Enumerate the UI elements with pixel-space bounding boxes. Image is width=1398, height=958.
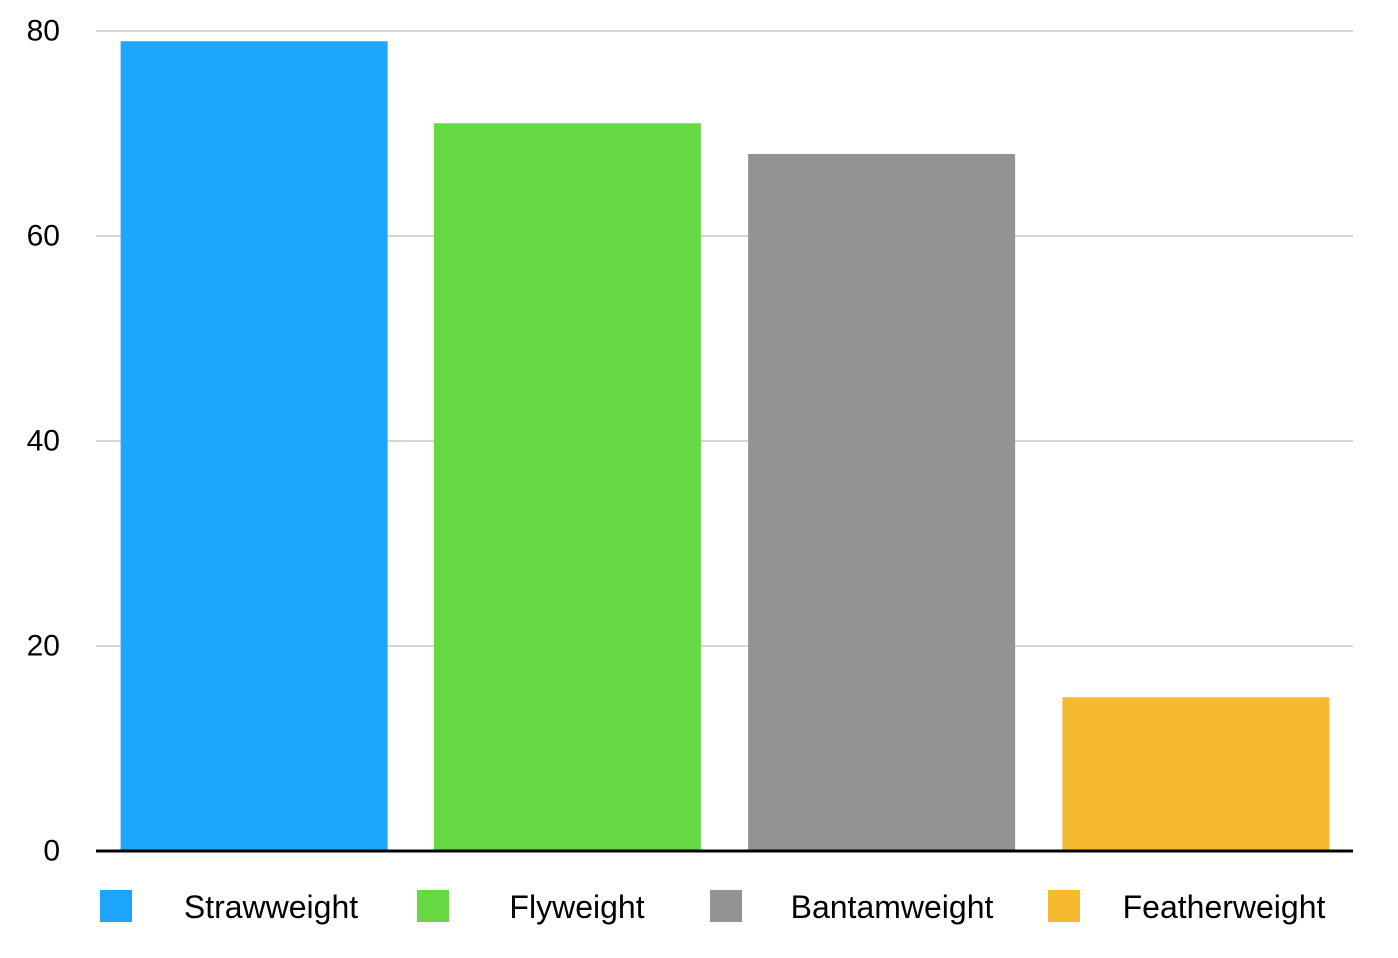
legend-label-featherweight: Featherweight	[1123, 889, 1326, 925]
legend-swatch-flyweight	[417, 890, 449, 922]
bar-bantamweight	[748, 154, 1016, 851]
bar-flyweight	[433, 123, 701, 851]
y-tick-label: 40	[27, 425, 60, 458]
legend-swatch-strawweight	[100, 890, 132, 922]
legend: Strawweight Flyweight Bantamweight Featherw…	[100, 889, 1326, 925]
legend-label-flyweight: Flyweight	[509, 889, 644, 925]
bars	[120, 41, 1330, 851]
legend-label-bantamweight: Bantamweight	[791, 889, 994, 925]
y-tick-label: 60	[27, 220, 60, 253]
legend-label-strawweight: Strawweight	[184, 889, 358, 925]
legend-swatch-bantamweight	[710, 890, 742, 922]
y-axis-tick-labels: 0 20 40 60 80	[27, 15, 60, 868]
y-tick-label: 80	[27, 15, 60, 48]
bar-strawweight	[120, 41, 388, 851]
bar-featherweight	[1062, 697, 1330, 851]
y-tick-label: 20	[27, 630, 60, 663]
y-tick-label: 0	[43, 835, 60, 868]
legend-swatch-featherweight	[1048, 890, 1080, 922]
